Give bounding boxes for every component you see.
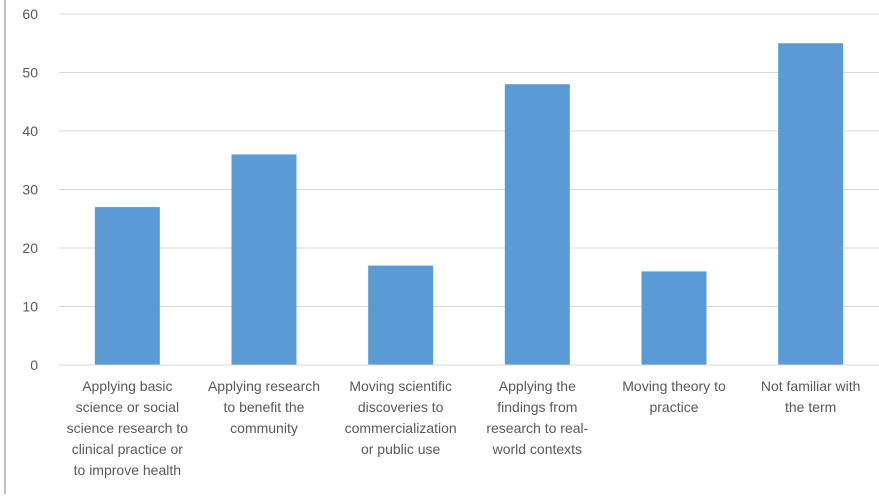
bar-2 bbox=[231, 154, 297, 365]
bar-1 bbox=[94, 207, 160, 365]
x-tick-label-line: science or social bbox=[76, 399, 180, 415]
x-tick-label-line: Moving scientific bbox=[349, 378, 452, 394]
y-tick-label-60: 60 bbox=[22, 6, 38, 22]
y-tick-label-0: 0 bbox=[30, 357, 38, 373]
y-axis-ticks: 0 10 20 30 40 50 60 bbox=[22, 6, 38, 373]
x-tick-label-line: Applying the bbox=[499, 378, 576, 394]
x-tick-label-3: Moving scientific discoveries to commercia… bbox=[345, 378, 457, 457]
x-tick-label-line: the term bbox=[785, 399, 836, 415]
x-tick-label-line: or public use bbox=[361, 441, 441, 457]
x-tick-label-line: Applying basic bbox=[82, 378, 172, 394]
x-tick-label-line: Not familiar with bbox=[761, 378, 861, 394]
x-tick-label-line: discoveries to bbox=[358, 399, 444, 415]
y-tick-label-20: 20 bbox=[22, 240, 38, 256]
x-tick-label-line: to improve health bbox=[74, 462, 181, 478]
bar-5 bbox=[641, 271, 707, 365]
x-tick-label-line: Moving theory to bbox=[622, 378, 726, 394]
x-tick-label-4: Applying the findings from research to rea… bbox=[486, 378, 588, 457]
bar-3 bbox=[368, 265, 434, 365]
x-tick-label-line: science research to bbox=[67, 420, 189, 436]
x-tick-label-line: commercialization bbox=[345, 420, 457, 436]
bar-6 bbox=[778, 43, 844, 365]
x-tick-label-line: clinical practice or bbox=[72, 441, 184, 457]
x-tick-label-line: Applying research bbox=[208, 378, 320, 394]
bars bbox=[94, 43, 844, 365]
x-tick-label-line: findings from bbox=[497, 399, 577, 415]
x-tick-label-line: practice bbox=[649, 399, 698, 415]
y-tick-label-50: 50 bbox=[22, 65, 38, 81]
gridlines bbox=[59, 13, 879, 307]
x-tick-label-1: Applying basic science or social science r… bbox=[67, 378, 189, 478]
x-tick-label-line: to benefit the bbox=[224, 399, 305, 415]
x-tick-label-2: Applying research to benefit the community bbox=[208, 378, 320, 436]
bar-4 bbox=[504, 84, 570, 365]
x-tick-label-5: Moving theory to practice bbox=[622, 378, 726, 415]
x-tick-label-line: world contexts bbox=[492, 441, 582, 457]
x-axis-labels: Applying basic science or social science r… bbox=[67, 378, 861, 478]
y-tick-label-30: 30 bbox=[22, 182, 38, 198]
x-tick-label-line: research to real- bbox=[486, 420, 588, 436]
x-tick-label-6: Not familiar with the term bbox=[761, 378, 861, 415]
y-tick-label-40: 40 bbox=[22, 123, 38, 139]
x-tick-label-line: community bbox=[230, 420, 298, 436]
y-tick-label-10: 10 bbox=[22, 299, 38, 315]
